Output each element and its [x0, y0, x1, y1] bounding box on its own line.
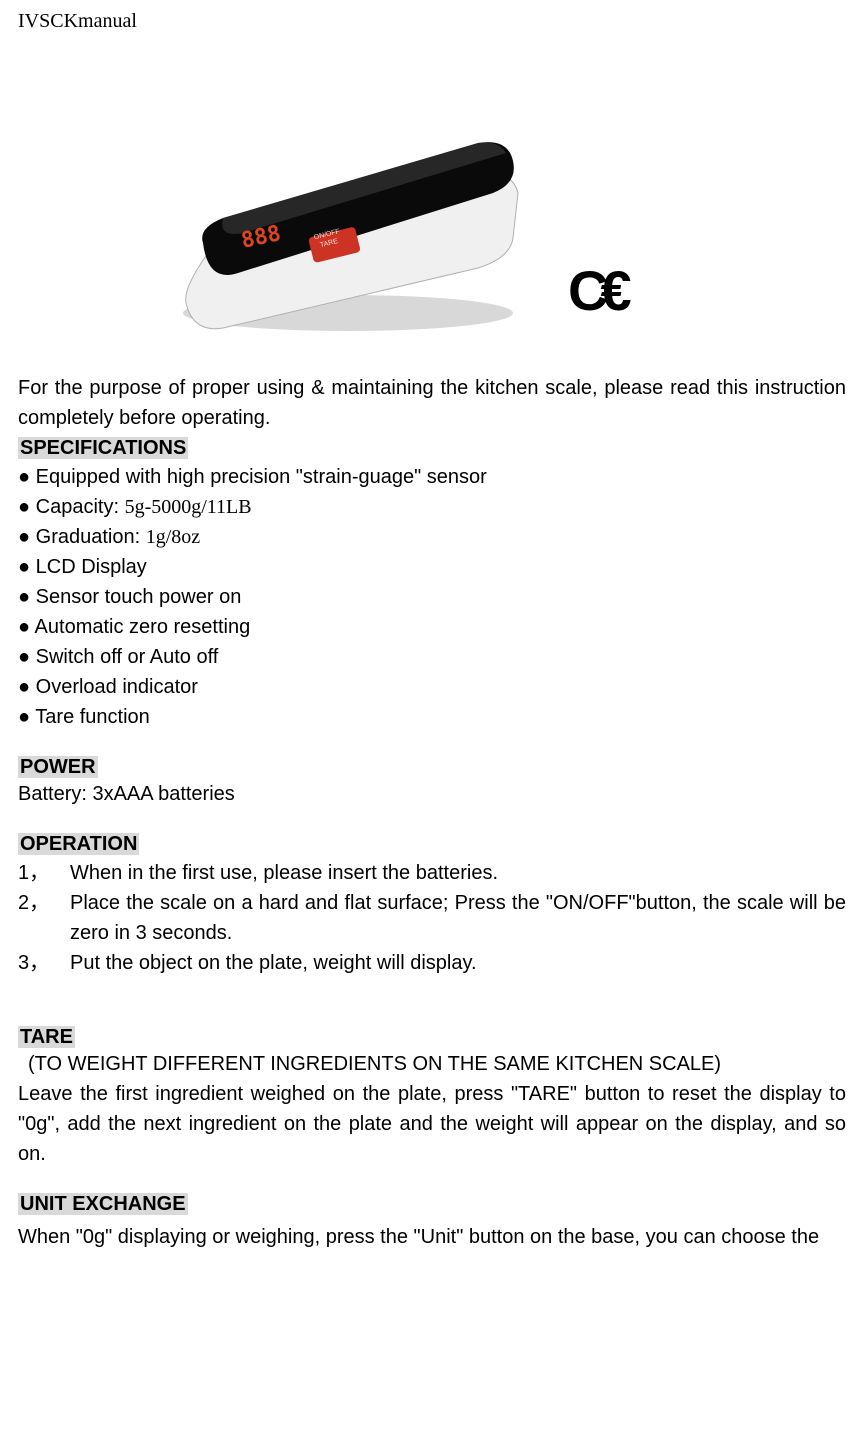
kitchen-scale-image: 888 ON/OFF TARE: [168, 43, 538, 343]
tare-heading: TARE: [18, 1026, 75, 1048]
operation-step: 1，When in the first use, please insert t…: [18, 858, 846, 888]
specifications-heading: SPECIFICATIONS: [18, 437, 188, 459]
unit-exchange-text: When "0g" displaying or weighing, press …: [18, 1222, 846, 1252]
spec-item: Sensor touch power on: [18, 582, 846, 612]
tare-subtitle: (TO WEIGHT DIFFERENT INGREDIENTS ON THE …: [28, 1049, 846, 1079]
operation-step: 3，Put the object on the plate, weight wi…: [18, 948, 846, 978]
power-heading: POWER: [18, 756, 98, 778]
spec-item: Graduation: 1g/8oz: [18, 522, 846, 552]
tare-section: TARE (TO WEIGHT DIFFERENT INGREDIENTS ON…: [18, 1026, 846, 1169]
unit-exchange-section: UNIT EXCHANGE When "0g" displaying or we…: [18, 1193, 846, 1252]
spec-item: Automatic zero resetting: [18, 612, 846, 642]
operation-heading: OPERATION: [18, 833, 139, 855]
spec-item: Capacity: 5g-5000g/11LB: [18, 492, 846, 522]
spec-item: LCD Display: [18, 552, 846, 582]
ce-mark-icon: C€: [568, 258, 624, 323]
product-image-section: 888 ON/OFF TARE C€: [168, 43, 846, 343]
document-header: IVSCKmanual: [18, 10, 846, 33]
spec-item: Tare function: [18, 702, 846, 732]
power-text: Battery: 3xAAA batteries: [18, 779, 846, 809]
intro-paragraph: For the purpose of proper using & mainta…: [18, 373, 846, 433]
spec-item: Equipped with high precision "strain-gua…: [18, 462, 846, 492]
specifications-list: Equipped with high precision "strain-gua…: [18, 462, 846, 732]
operation-list: 1，When in the first use, please insert t…: [18, 858, 846, 978]
specifications-section: SPECIFICATIONS Equipped with high precis…: [18, 437, 846, 732]
spec-item: Switch off or Auto off: [18, 642, 846, 672]
operation-step: 2，Place the scale on a hard and flat sur…: [18, 888, 846, 948]
operation-section: OPERATION 1，When in the first use, pleas…: [18, 833, 846, 978]
tare-text: Leave the first ingredient weighed on th…: [18, 1079, 846, 1169]
spec-item: Overload indicator: [18, 672, 846, 702]
unit-exchange-heading: UNIT EXCHANGE: [18, 1193, 188, 1215]
power-section: POWER Battery: 3xAAA batteries: [18, 756, 846, 809]
